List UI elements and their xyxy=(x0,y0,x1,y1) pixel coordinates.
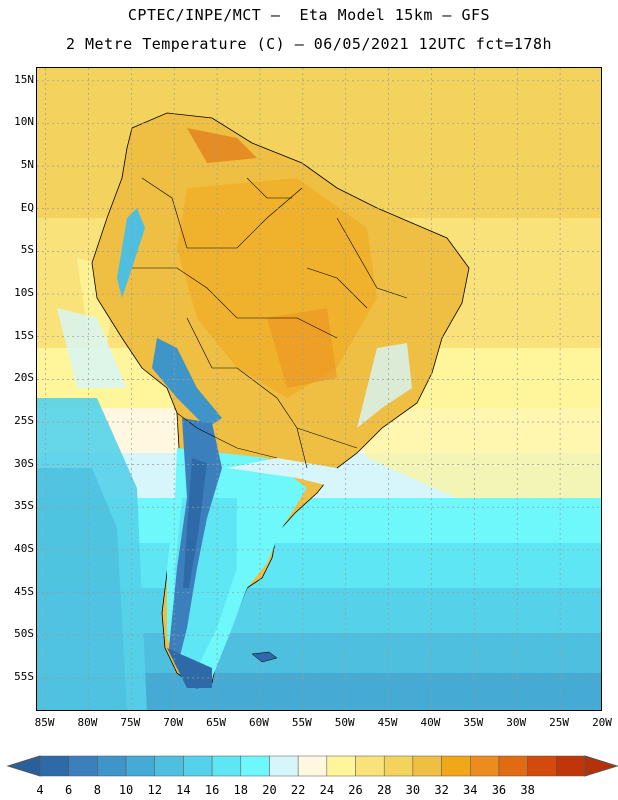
graticule-grid xyxy=(37,68,601,710)
colorbar-level-label: 32 xyxy=(434,783,449,797)
lat-tick-label: 5S xyxy=(20,243,34,257)
colorbar-cell xyxy=(68,755,98,777)
colorbar-level-label: 6 xyxy=(65,783,73,797)
map-title-line-2: 2 Metre Temperature (C) – 06/05/2021 12U… xyxy=(65,35,553,53)
lon-tick-label: 20W xyxy=(592,716,612,729)
colorbar-cell xyxy=(498,755,528,777)
colorbar-level-label: 30 xyxy=(405,783,421,797)
lat-tick-label: 20S xyxy=(14,371,34,385)
lat-tick-label: 50S xyxy=(14,627,34,641)
colorbar-cell xyxy=(97,755,127,777)
lat-tick-label: 15N xyxy=(14,72,34,86)
colorbar-level-label: 38 xyxy=(520,783,535,797)
lon-tick-label: 75W xyxy=(120,716,141,729)
falkland-islands xyxy=(251,651,278,663)
colorbar-level-label: 26 xyxy=(348,783,363,797)
lon-tick-label: 35W xyxy=(463,716,484,729)
map-frame[interactable] xyxy=(36,67,602,711)
colorbar-level-label: 16 xyxy=(204,783,220,797)
colorbar-level-label: 4 xyxy=(36,783,44,797)
colorbar-level-label: 22 xyxy=(290,783,306,797)
lat-tick-label: EQ xyxy=(20,200,34,214)
lon-tick-label: 80W xyxy=(77,716,98,729)
colorbar-cell xyxy=(154,755,184,777)
colorbar-cell xyxy=(269,755,299,777)
lon-tick-label: 45W xyxy=(377,716,398,729)
colorbar-cell xyxy=(355,755,385,777)
colorbar-under-arrow xyxy=(6,755,41,777)
colorbar-cell xyxy=(211,755,242,777)
lat-tick-label: 25S xyxy=(14,413,34,427)
lat-tick-label: 10S xyxy=(14,286,34,300)
colorbar-level-label: 8 xyxy=(93,783,101,797)
lon-tick-label: 85W xyxy=(34,716,55,729)
lon-tick-label: 70W xyxy=(163,716,184,729)
colorbar-cell xyxy=(125,755,155,777)
colorbar-level-label: 34 xyxy=(463,783,478,797)
lat-tick-label: 5N xyxy=(20,158,34,172)
lat-tick-label: 45S xyxy=(14,584,34,598)
lat-tick-label: 10N xyxy=(14,115,34,129)
colorbar-cell xyxy=(441,755,471,777)
colorbar-cell xyxy=(556,755,586,777)
lon-tick-label: 40W xyxy=(420,716,441,729)
lat-tick-label: 40S xyxy=(14,541,34,555)
south-america-landmass xyxy=(91,112,470,689)
colorbar-cell xyxy=(383,755,414,777)
lon-tick-label: 60W xyxy=(249,716,269,729)
colorbar-cell xyxy=(412,755,442,777)
lat-tick-label: 55S xyxy=(14,669,34,683)
colorbar-cell xyxy=(183,755,213,777)
colorbar-level-label: 18 xyxy=(233,783,248,797)
lon-tick-label: 50W xyxy=(334,716,355,729)
lat-tick-label: 30S xyxy=(14,456,34,470)
lon-tick-label: 55W xyxy=(291,716,312,729)
colorbar-cell xyxy=(240,755,270,777)
colorbar-cell xyxy=(470,755,500,777)
colorbar-cell xyxy=(527,755,557,777)
colorbar-cell xyxy=(39,755,69,777)
colorbar-level-label: 12 xyxy=(147,783,162,797)
lon-tick-label: 30W xyxy=(506,716,527,729)
colorbar-level-label: 14 xyxy=(176,783,191,797)
lat-tick-label: 35S xyxy=(14,499,34,513)
lon-tick-label: 25W xyxy=(549,716,570,729)
lon-tick-label: 65W xyxy=(206,716,227,729)
map-title-line-1: CPTEC/INPE/MCT – Eta Model 15km – GFS xyxy=(127,6,491,24)
colorbar-level-label: 10 xyxy=(118,783,134,797)
colorbar-cell xyxy=(297,755,328,777)
colorbar-cell xyxy=(326,755,356,777)
lat-tick-label: 15S xyxy=(14,328,34,342)
colorbar-level-label: 20 xyxy=(262,783,277,797)
colorbar-over-arrow xyxy=(584,755,618,777)
colorbar-level-label: 24 xyxy=(319,783,335,797)
temperature-map xyxy=(37,68,601,710)
temperature-colorbar xyxy=(6,755,618,777)
colorbar-level-label: 36 xyxy=(491,783,507,797)
colorbar-level-label: 28 xyxy=(376,783,392,797)
